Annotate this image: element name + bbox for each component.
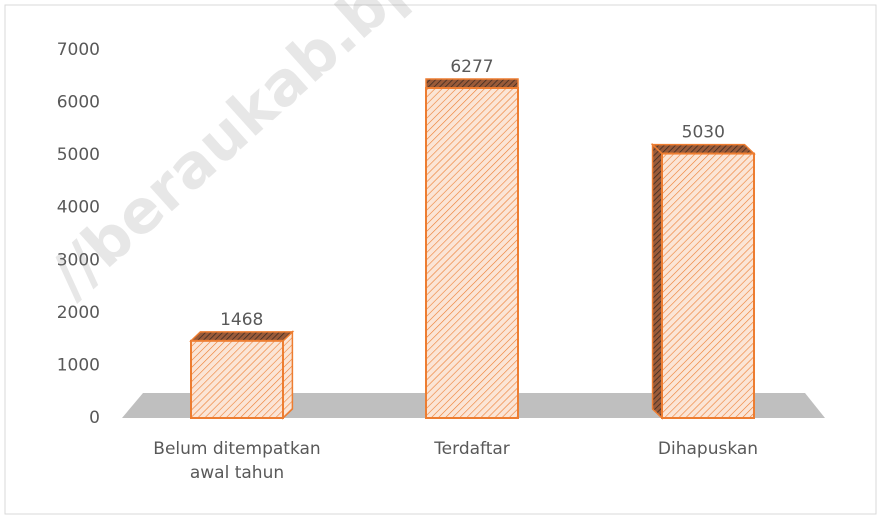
bar-front xyxy=(425,87,519,419)
y-tick-label: 2000 xyxy=(57,303,100,323)
y-tick-label: 3000 xyxy=(57,250,100,270)
data-label: 1468 xyxy=(220,310,263,330)
x-tick-label: Belum ditempatkan awal tahun xyxy=(153,439,321,483)
y-tick-label: 1000 xyxy=(57,355,100,375)
bar-front xyxy=(661,152,755,420)
bar-top xyxy=(425,78,519,89)
x-tick-label: Terdaftar xyxy=(434,439,510,459)
y-tick-label: 6000 xyxy=(57,93,100,113)
chart-border xyxy=(4,4,877,515)
y-tick-label: 7000 xyxy=(57,40,100,60)
y-tick-label: 0 xyxy=(89,408,100,428)
data-label: 5030 xyxy=(682,123,725,143)
bar-side xyxy=(651,142,663,420)
bar-top xyxy=(189,331,295,342)
y-tick-label: 4000 xyxy=(57,198,100,218)
bar-front xyxy=(190,339,284,419)
x-tick-label: Dihapuskan xyxy=(657,439,759,459)
bar-top xyxy=(650,143,756,155)
data-label: 6277 xyxy=(450,57,493,77)
y-tick-label: 5000 xyxy=(57,145,100,165)
bar xyxy=(650,142,756,420)
bar-side xyxy=(282,330,294,420)
bar xyxy=(425,78,519,419)
bar xyxy=(189,330,295,420)
